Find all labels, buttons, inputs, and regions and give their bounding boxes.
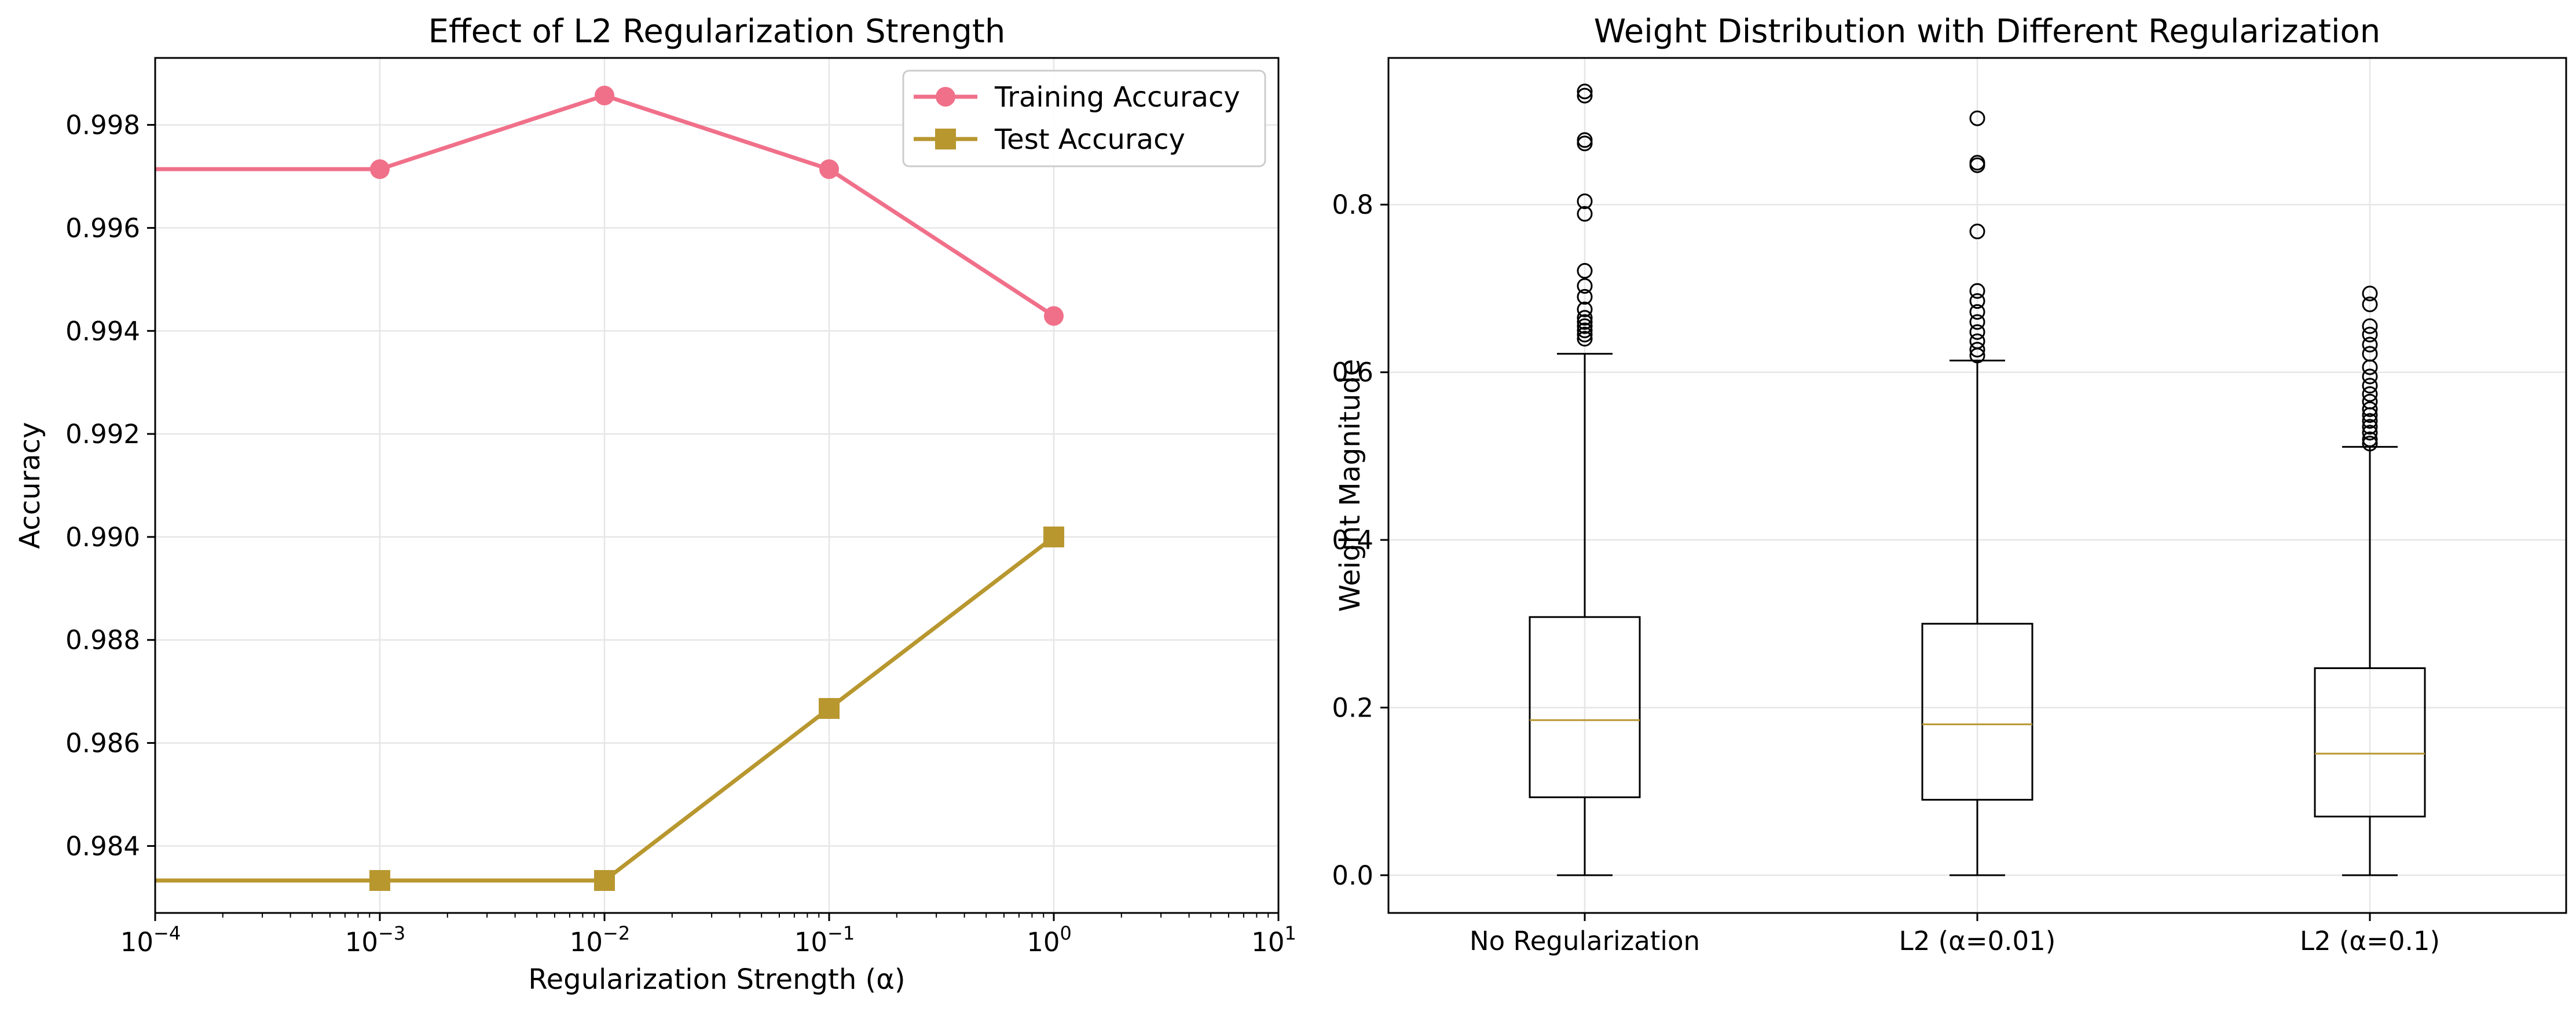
outlier-point <box>1969 157 1985 173</box>
outlier-point <box>2362 419 2378 435</box>
outlier-point <box>2362 286 2378 302</box>
outlier-point <box>1577 322 1593 338</box>
outlier-point <box>1577 331 1593 347</box>
outlier-point <box>1969 293 1985 309</box>
x-tick-label: 101 <box>1251 922 1296 958</box>
iqr-box <box>1921 623 2033 801</box>
chart1-series <box>155 85 1064 891</box>
x-tick-label: L2 (α=0.01) <box>1899 926 2056 956</box>
outlier-point <box>2362 296 2378 312</box>
chart2-boxes <box>1529 83 2426 876</box>
training-accuracy-point <box>1044 306 1064 326</box>
outlier-point <box>2362 378 2378 394</box>
outlier-point <box>2362 318 2378 334</box>
y-tick-label: 0.984 <box>65 831 140 861</box>
x-tick-label: No Regularization <box>1470 926 1700 956</box>
weight-box-chart: Weight Distribution with Different Regul… <box>1332 13 2567 956</box>
iqr-box <box>1529 616 1641 798</box>
y-tick-label: 0.988 <box>65 625 140 656</box>
chart1-plot-frame <box>154 57 1280 914</box>
outlier-point <box>2362 436 2378 452</box>
training-accuracy-point <box>595 85 614 105</box>
y-tick-label: 0.4 <box>1332 525 1373 556</box>
outlier-point <box>1969 224 1985 240</box>
outlier-point <box>1969 348 1985 364</box>
legend-label-training: Training Accuracy <box>994 81 1240 114</box>
x-tick-label: 10−3 <box>345 922 405 958</box>
outlier-point <box>1969 324 1985 340</box>
outlier-point <box>2362 413 2378 429</box>
box-plot-2 <box>1921 110 2033 876</box>
outlier-point <box>2362 425 2378 441</box>
y-tick-label: 0.0 <box>1332 860 1373 891</box>
legend-marker-training <box>936 87 955 107</box>
chart1-y-axis-label: Accuracy <box>14 422 46 549</box>
box-plot-1 <box>1529 83 1641 876</box>
chart2-y-axis: 0.0 0.2 0.4 0.6 0.8 <box>1332 189 1388 891</box>
legend-label-test: Test Accuracy <box>994 123 1185 156</box>
outlier-point <box>1969 283 1985 299</box>
test-accuracy-point <box>594 869 615 891</box>
chart1-y-axis: 0.984 0.986 0.988 0.990 0.992 0.994 0.996 0.998 <box>65 110 155 861</box>
box-plot-3 <box>2314 286 2426 876</box>
outlier-point <box>2362 407 2378 423</box>
y-tick-label: 0.990 <box>65 522 140 553</box>
outlier-point <box>1577 310 1593 326</box>
chart1-x-axis-label: Regularization Strength (α) <box>528 963 905 996</box>
outlier-point <box>2362 327 2378 343</box>
y-tick-label: 0.2 <box>1332 692 1373 723</box>
y-tick-label: 0.986 <box>65 728 140 759</box>
outlier-point <box>1577 83 1593 100</box>
x-tick-label: 10−1 <box>794 922 855 958</box>
outlier-point <box>1969 314 1985 330</box>
outlier-point <box>1577 288 1593 305</box>
outlier-point <box>2362 337 2378 353</box>
outlier-point <box>1577 301 1593 317</box>
y-tick-label: 0.8 <box>1332 189 1373 220</box>
iqr-box <box>2314 667 2426 818</box>
outlier-point <box>1577 263 1593 279</box>
outlier-point <box>1577 278 1593 294</box>
outlier-point <box>1577 327 1593 343</box>
test-accuracy-point <box>369 869 390 891</box>
test-accuracy-point <box>819 698 840 719</box>
outlier-point <box>2362 401 2378 417</box>
y-tick-label: 0.998 <box>65 110 140 141</box>
outlier-point <box>2362 368 2378 385</box>
accuracy-line-chart: Effect of L2 Regularization Strength 10−… <box>14 13 1296 996</box>
outlier-point <box>2362 386 2378 402</box>
x-tick-label: L2 (α=0.1) <box>2300 926 2440 956</box>
chart1-legend: Training Accuracy Test Accuracy <box>902 70 1266 167</box>
outlier-point <box>2362 431 2378 447</box>
outlier-point <box>1577 314 1593 330</box>
chart1-grid <box>154 58 1280 913</box>
outlier-point <box>1577 87 1593 104</box>
y-tick-label: 0.996 <box>65 213 140 243</box>
outlier-point <box>2362 359 2378 375</box>
outlier-point <box>1969 304 1985 320</box>
y-tick-label: 0.994 <box>65 316 140 346</box>
chart2-y-axis-label: Weight Magnitude <box>1334 359 1366 612</box>
outlier-point <box>1577 136 1593 152</box>
test-accuracy-point <box>1043 526 1064 547</box>
legend-marker-test <box>935 129 956 149</box>
outlier-point <box>1577 318 1593 334</box>
y-tick-label: 0.992 <box>65 419 140 450</box>
y-tick-label: 0.6 <box>1332 357 1373 388</box>
outlier-point <box>1577 193 1593 209</box>
training-accuracy-point <box>819 159 839 180</box>
chart1-title: Effect of L2 Regularization Strength <box>428 13 1006 50</box>
outlier-point <box>1969 110 1985 126</box>
chart2-x-axis: No Regularization L2 (α=0.01) L2 (α=0.1) <box>1470 913 2440 956</box>
legend-frame <box>902 70 1266 167</box>
training-accuracy-point <box>370 159 390 180</box>
outlier-point <box>1969 342 1985 358</box>
outlier-point <box>1577 206 1593 222</box>
chart2-title: Weight Distribution with Different Regul… <box>1594 13 2381 50</box>
